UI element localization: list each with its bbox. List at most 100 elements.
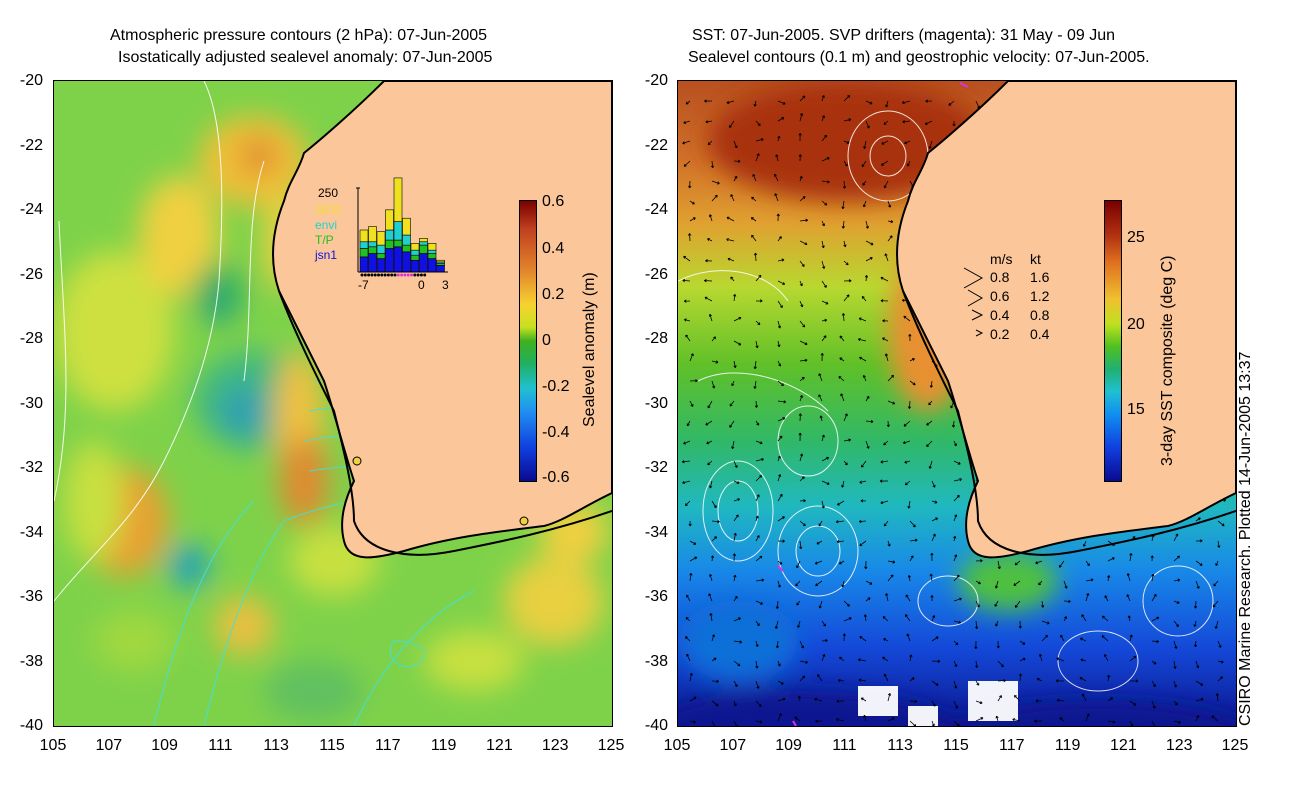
legend-tp: T/P bbox=[315, 233, 334, 247]
velocity-arrow bbox=[774, 620, 779, 629]
velocity-arrow bbox=[711, 634, 715, 642]
cb-tick: 25 bbox=[1127, 229, 1145, 246]
histogram-bar bbox=[419, 238, 428, 243]
velocity-arrow bbox=[777, 539, 785, 543]
velocity-arrow bbox=[1107, 674, 1111, 682]
velocity-arrow bbox=[795, 580, 801, 587]
sst-map[interactable] bbox=[677, 80, 1237, 727]
histogram-day-marker bbox=[400, 273, 404, 277]
velocity-arrow bbox=[1151, 639, 1159, 644]
velocity-arrow bbox=[1085, 713, 1090, 722]
velocity-arrow bbox=[799, 376, 805, 382]
velocity-arrow bbox=[880, 500, 889, 505]
cb-tick: -0.2 bbox=[542, 378, 570, 395]
velocity-arrow bbox=[882, 656, 889, 662]
velocity-arrow bbox=[1129, 655, 1137, 662]
velocity-arrow bbox=[882, 319, 889, 323]
x-tick-label: 117 bbox=[375, 737, 401, 754]
velocity-arrow bbox=[926, 420, 933, 426]
velocity-arrow bbox=[860, 697, 867, 702]
velocity-arrow bbox=[1129, 553, 1133, 562]
velocity-arrow bbox=[909, 699, 918, 704]
velocity-arrow bbox=[686, 420, 691, 427]
histogram-bar bbox=[410, 254, 420, 261]
velocity-arrow bbox=[1019, 640, 1026, 645]
velocity-arrow bbox=[755, 340, 759, 349]
velocity-arrow bbox=[886, 420, 890, 428]
velocity-arrow bbox=[775, 640, 780, 649]
velocity-arrow bbox=[799, 395, 803, 402]
velocity-arrow bbox=[975, 559, 983, 563]
velocity-arrow bbox=[1041, 634, 1048, 642]
velocity-arrow bbox=[821, 115, 825, 122]
velocity-arrow bbox=[883, 638, 889, 642]
velocity-arrow bbox=[711, 180, 720, 185]
velocity-arrow bbox=[1036, 677, 1043, 682]
velocity-arrow bbox=[839, 656, 845, 662]
y-tick-label: -26 bbox=[19, 265, 43, 283]
velocity-arrow bbox=[953, 574, 960, 582]
velocity-arrow bbox=[821, 260, 826, 269]
velocity-arrow bbox=[777, 380, 784, 387]
velocity-arrow bbox=[931, 615, 936, 622]
station-marker[interactable] bbox=[519, 516, 529, 526]
cb-tick: 0.2 bbox=[542, 286, 565, 303]
velocity-arrow bbox=[909, 677, 915, 682]
velocity-arrow bbox=[726, 216, 735, 222]
velocity-arrow bbox=[799, 280, 803, 287]
velocity-arrow bbox=[799, 95, 806, 102]
histogram-bar bbox=[419, 244, 428, 254]
station-marker[interactable] bbox=[352, 456, 362, 466]
velocity-arrow bbox=[733, 460, 738, 468]
velocity-arrow bbox=[821, 480, 830, 485]
velocity-arrow bbox=[710, 555, 715, 562]
velocity-arrow bbox=[907, 500, 911, 509]
velocity-arrow bbox=[931, 517, 939, 522]
velocity-arrow bbox=[777, 417, 786, 422]
y-tick-label: -38 bbox=[644, 652, 668, 670]
right-title-line2: Sealevel contours (0.1 m) and geostrophi… bbox=[688, 49, 1150, 66]
velocity-arrow bbox=[929, 380, 934, 388]
velocity-arrow bbox=[843, 617, 852, 622]
velocity-legend-kt: 1.6 bbox=[1030, 269, 1050, 285]
velocity-arrow bbox=[931, 533, 936, 542]
velocity-arrow bbox=[880, 460, 889, 464]
velocity-arrow bbox=[689, 400, 694, 407]
x-tick-label: 121 bbox=[1110, 737, 1137, 754]
velocity-arrow bbox=[1107, 575, 1111, 582]
velocity-arrow bbox=[799, 175, 803, 182]
velocity-arrow bbox=[835, 718, 845, 722]
velocity-arrow bbox=[953, 660, 958, 668]
y-tick-label: -24 bbox=[644, 201, 668, 218]
y-tick-label: -20 bbox=[644, 72, 668, 89]
velocity-arrow bbox=[777, 697, 786, 702]
velocity-arrow bbox=[953, 720, 960, 726]
velocity-arrow bbox=[755, 120, 761, 127]
velocity-arrow bbox=[841, 313, 846, 322]
velocity-arrow bbox=[883, 520, 889, 527]
velocity-arrow bbox=[865, 419, 874, 424]
histogram-day-marker bbox=[410, 273, 413, 277]
histogram-bar bbox=[376, 244, 386, 254]
velocity-arrow bbox=[953, 597, 962, 602]
velocity-arrow bbox=[730, 194, 735, 202]
velocity-arrow bbox=[777, 660, 781, 667]
velocity-arrow bbox=[857, 337, 867, 342]
velocity-arrow bbox=[821, 300, 829, 305]
histogram-day-marker bbox=[373, 273, 377, 277]
velocity-arrow bbox=[819, 415, 823, 422]
velocity-arrow bbox=[777, 258, 785, 262]
histogram-bar bbox=[427, 249, 437, 254]
velocity-arrow bbox=[682, 278, 691, 283]
velocity-arrow bbox=[881, 140, 889, 145]
velocity-arrow bbox=[842, 633, 846, 642]
histogram-bar bbox=[368, 241, 377, 248]
velocity-arrow bbox=[689, 540, 697, 545]
velocity-arrow bbox=[683, 120, 691, 124]
cb-tick: 0 bbox=[542, 332, 551, 349]
velocity-arrow bbox=[862, 180, 867, 186]
velocity-arrow bbox=[862, 374, 867, 382]
velocity-arrow bbox=[865, 257, 873, 262]
velocity-arrow bbox=[799, 240, 808, 246]
cb-tick: 0.4 bbox=[542, 240, 565, 257]
